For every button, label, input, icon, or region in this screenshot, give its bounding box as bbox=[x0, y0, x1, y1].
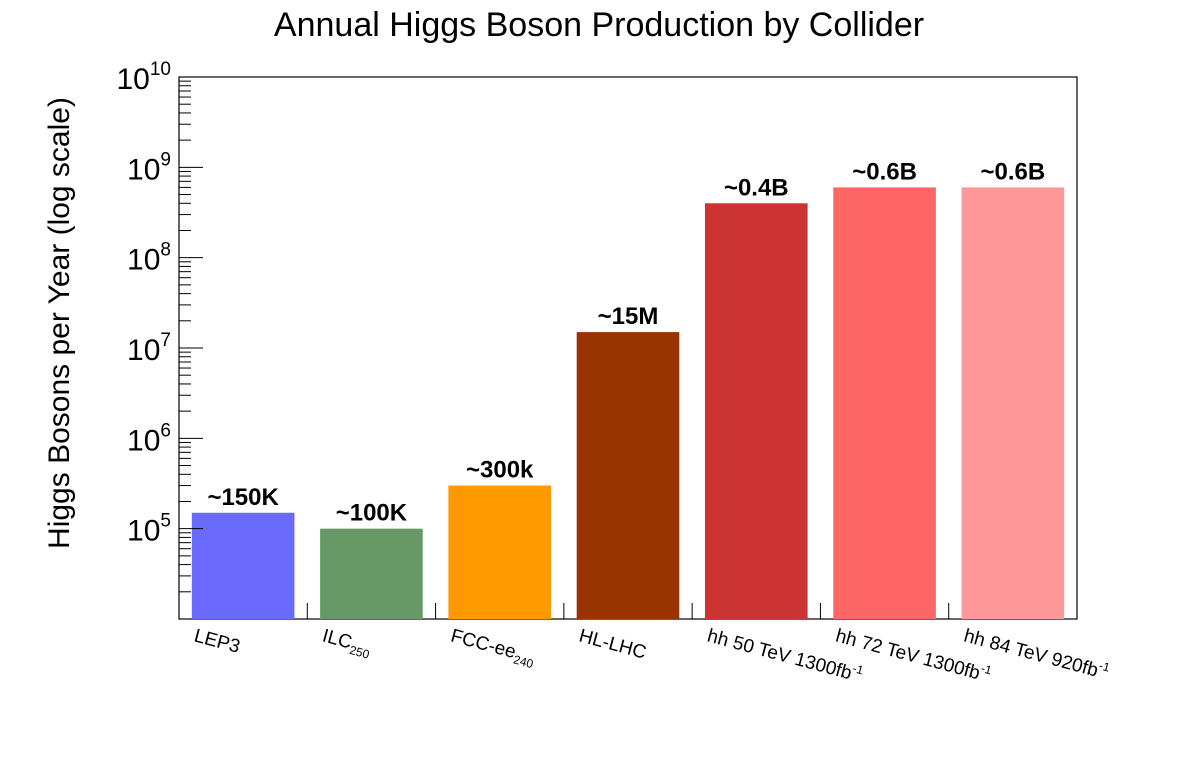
x-tick-label-0: LEP3 bbox=[192, 626, 242, 658]
y-tick-label-3: 108 bbox=[127, 240, 171, 277]
y-tick-labels-group: 105 106 107 108 109 1010 bbox=[116, 59, 171, 548]
bars-group bbox=[191, 187, 1065, 620]
data-label-5: ~0.6B bbox=[852, 158, 917, 185]
y-tick-label-4: 109 bbox=[127, 149, 171, 186]
data-label-4: ~0.4B bbox=[724, 174, 789, 201]
y-ticks-group bbox=[179, 76, 203, 593]
x-tick-label-1: ILC250 bbox=[319, 626, 373, 662]
y-tick-label-1: 106 bbox=[127, 420, 171, 457]
x-tick-label-3: HL-LHC bbox=[577, 626, 649, 664]
data-labels-group: ~150K ~100K ~300k ~15M ~0.4B ~0.6B ~0.6B bbox=[207, 158, 1045, 526]
data-label-0: ~150K bbox=[207, 484, 279, 511]
x-tick-labels-group: LEP3 ILC250 FCC-ee240 HL-LHC hh 50 TeV 1300f… bbox=[192, 626, 1112, 685]
x-ticks-group bbox=[306, 603, 950, 619]
y-tick-label-0: 105 bbox=[127, 511, 171, 548]
data-label-2: ~300k bbox=[466, 457, 534, 484]
y-tick-label-5: 1010 bbox=[116, 59, 171, 96]
data-label-1: ~100K bbox=[336, 500, 408, 527]
data-label-3: ~15M bbox=[598, 303, 659, 330]
chart-title: Annual Higgs Boson Production by Collide… bbox=[273, 6, 925, 44]
x-tick-label-2: FCC-ee240 bbox=[448, 626, 538, 672]
data-label-6: ~0.6B bbox=[980, 158, 1045, 185]
y-tick-label-2: 107 bbox=[127, 330, 171, 367]
bar-5 bbox=[833, 187, 936, 620]
bar-1 bbox=[320, 528, 423, 619]
bar-4 bbox=[704, 203, 808, 619]
bar-2 bbox=[448, 485, 552, 619]
bar-3 bbox=[576, 332, 680, 619]
bar-0 bbox=[191, 512, 295, 619]
bar-6 bbox=[961, 187, 1065, 620]
